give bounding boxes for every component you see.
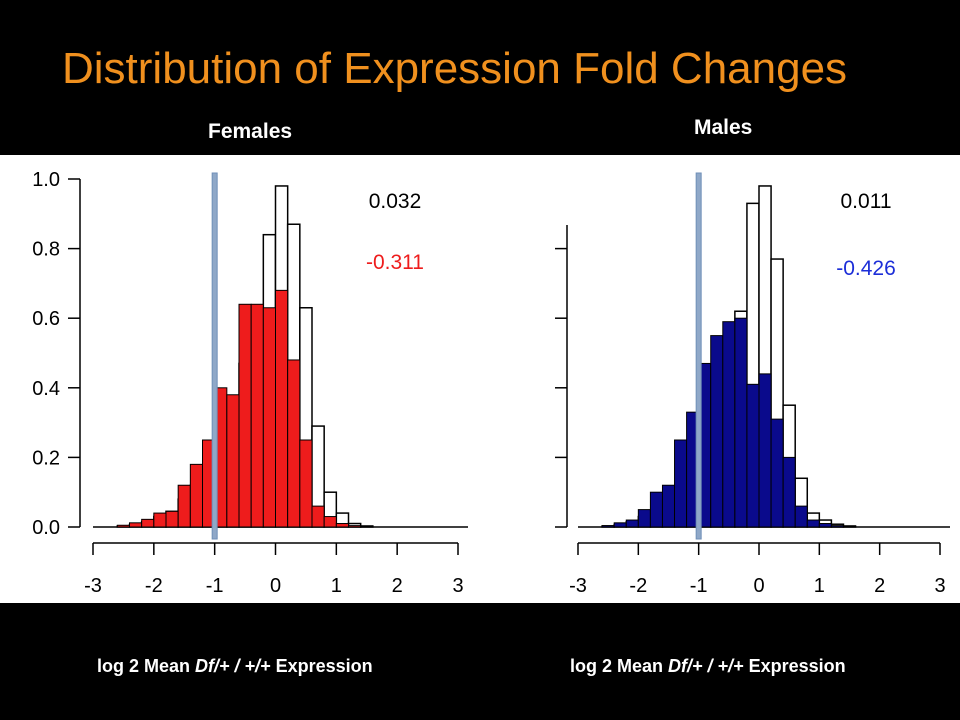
filled-bar [722, 321, 736, 528]
x-axis-label-males: log 2 Mean Df/+ / +/+ Expression [570, 656, 846, 677]
y-tick-label: 0.8 [32, 239, 60, 261]
x-tick-label: -3 [84, 575, 102, 597]
filled-bar [299, 439, 313, 528]
filled-bar [661, 484, 676, 528]
x-axis-label-part: Expression [743, 656, 846, 676]
filled-bar [734, 317, 748, 528]
filled-bar [830, 525, 844, 528]
x-tick-label: 1 [331, 575, 342, 597]
filled-bar [287, 359, 301, 528]
filled-bar [238, 303, 252, 528]
filled-bar [601, 525, 615, 528]
x-tick-label: -3 [569, 575, 587, 597]
filled-bar [153, 512, 167, 528]
filled-bar [141, 518, 155, 528]
x-tick-label: 2 [874, 575, 885, 597]
filled-bar [165, 510, 179, 528]
y-tick-label: 0.6 [32, 308, 60, 330]
panel-title-females: Females [208, 120, 293, 143]
filled-bar [746, 383, 760, 528]
y-tick-label: 0.0 [32, 517, 60, 539]
filled-bar [226, 394, 240, 528]
filled-bar [129, 522, 143, 528]
x-tick-label: 2 [392, 575, 403, 597]
reference-line [211, 172, 218, 540]
page-title: Distribution of Expression Fold Changes [62, 44, 848, 93]
x-tick-label: 0 [270, 575, 281, 597]
y-tick-label: 1.0 [32, 169, 60, 191]
filled-bar [116, 524, 131, 528]
x-tick-label: 0 [753, 575, 764, 597]
filled-bar [782, 456, 796, 528]
x-axis-label-part: Df/+ / +/+ [195, 656, 271, 676]
filled-bar [710, 335, 724, 528]
filled-bar [625, 519, 639, 528]
x-axis-label-part: Expression [270, 656, 373, 676]
reference-line [695, 172, 702, 540]
filled-bar [770, 418, 784, 528]
filled-bar [758, 373, 772, 528]
histogram-chart: 0.0 0.2 0.4 0.6 0.8 1.0 -3 -2 -1 0 1 2 3 0.032 -0.311 -… [32, 169, 950, 597]
x-axis-label-females: log 2 Mean Df/+ / +/+ Expression [97, 656, 373, 677]
y-tick-label: 0.4 [32, 378, 60, 400]
x-tick-label: 1 [814, 575, 825, 597]
x-tick-label: -1 [206, 575, 224, 597]
annotation-value: 0.032 [369, 190, 422, 213]
filled-bar [250, 303, 264, 528]
x-tick-label: -2 [629, 575, 647, 597]
filled-bar [348, 525, 362, 528]
x-tick-label: -1 [690, 575, 708, 597]
filled-bar [275, 289, 289, 528]
x-axis-label-part: log 2 Mean [97, 656, 196, 676]
x-tick-label: 3 [934, 575, 945, 597]
y-tick-label: 0.2 [32, 447, 60, 469]
filled-bar [335, 523, 350, 528]
annotation-value: 0.011 [841, 190, 892, 213]
filled-bar [613, 522, 627, 528]
annotation-value: -0.311 [366, 251, 424, 274]
panel-title-males: Males [694, 116, 753, 139]
filled-bar [189, 463, 203, 528]
filled-bar [177, 484, 191, 528]
filled-bar [674, 439, 688, 528]
filled-bar [794, 505, 808, 528]
x-tick-label: 3 [452, 575, 463, 597]
filled-bar [323, 516, 337, 528]
filled-bar [649, 491, 663, 528]
plot-area: 0.0 0.2 0.4 0.6 0.8 1.0 -3 -2 -1 0 1 2 3 0.032 -0.311 -… [0, 155, 960, 603]
x-axis-label-part: log 2 Mean [570, 656, 669, 676]
x-axis-label-part: Df/+ / +/+ [668, 656, 744, 676]
filled-bar [311, 505, 325, 528]
filled-bar [262, 307, 277, 528]
x-tick-label: -2 [145, 575, 163, 597]
filled-bar [806, 519, 820, 528]
annotation-value: -0.426 [836, 257, 896, 280]
filled-bar [818, 523, 832, 528]
filled-bar [637, 509, 651, 528]
